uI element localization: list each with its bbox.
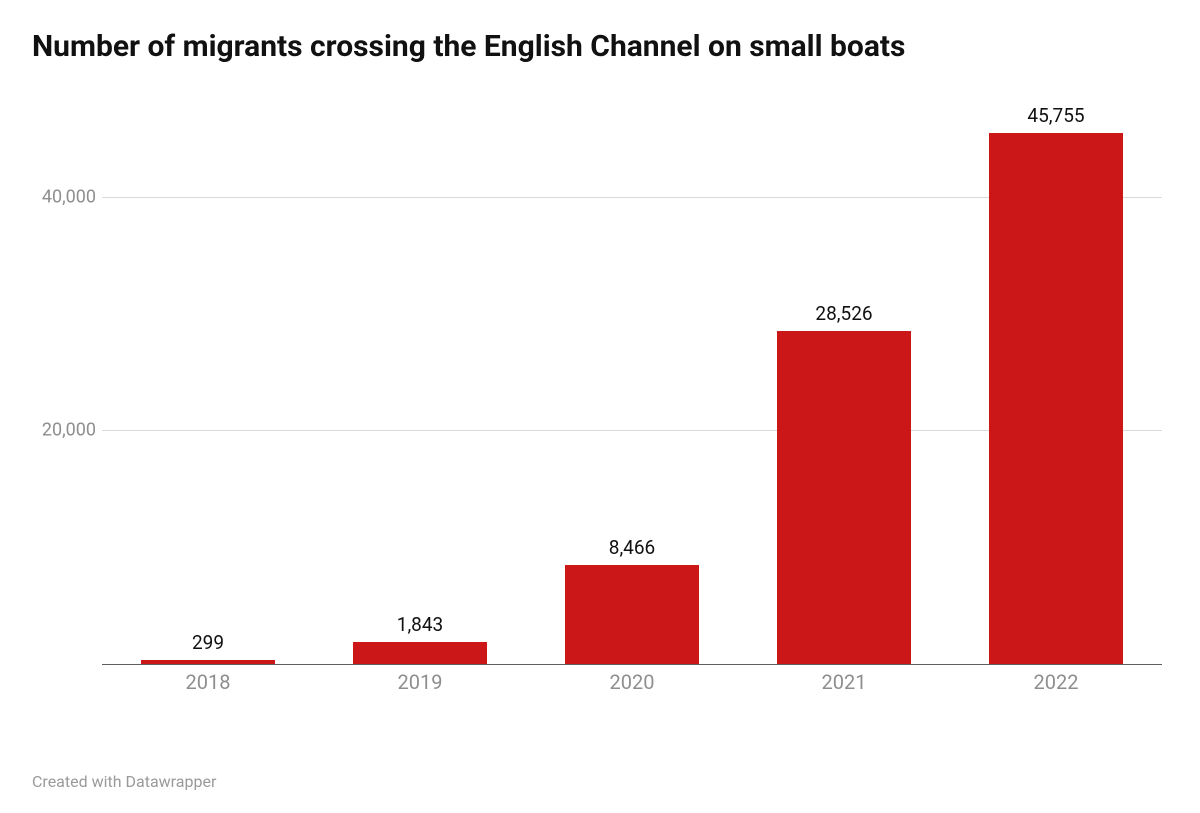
x-axis-label: 2022 — [950, 670, 1162, 694]
bar-2020 — [565, 565, 699, 664]
x-axis-label: 2020 — [526, 670, 738, 694]
x-axis-label: 2019 — [314, 670, 526, 694]
bars-container: 299 1,843 8,466 28,526 45,755 — [102, 104, 1162, 664]
x-axis-labels: 2018 2019 2020 2021 2022 — [102, 670, 1162, 694]
bar-value-label: 8,466 — [609, 536, 655, 559]
plot-region: 299 1,843 8,466 28,526 45,755 — [102, 104, 1162, 664]
bar-value-label: 299 — [192, 631, 224, 654]
x-axis-label: 2021 — [738, 670, 950, 694]
bar-slot-2018: 299 — [102, 104, 314, 664]
chart-area: 299 1,843 8,466 28,526 45,755 40,000 20,… — [32, 84, 1168, 704]
bar-2021 — [777, 331, 911, 664]
bar-value-label: 28,526 — [815, 302, 872, 325]
y-axis-label-40000: 40,000 — [42, 186, 96, 207]
bar-slot-2022: 45,755 — [950, 104, 1162, 664]
bar-slot-2020: 8,466 — [526, 104, 738, 664]
bar-2022 — [989, 133, 1123, 664]
bar-slot-2019: 1,843 — [314, 104, 526, 664]
bar-2019 — [353, 642, 487, 664]
bar-2018 — [141, 660, 275, 663]
y-axis-label-20000: 20,000 — [42, 420, 96, 441]
footer-attribution: Created with Datawrapper — [32, 772, 216, 791]
x-axis-label: 2018 — [102, 670, 314, 694]
chart-title: Number of migrants crossing the English … — [32, 28, 1132, 66]
baseline — [102, 664, 1162, 665]
bar-slot-2021: 28,526 — [738, 104, 950, 664]
bar-value-label: 45,755 — [1027, 104, 1084, 127]
bar-value-label: 1,843 — [397, 613, 443, 636]
